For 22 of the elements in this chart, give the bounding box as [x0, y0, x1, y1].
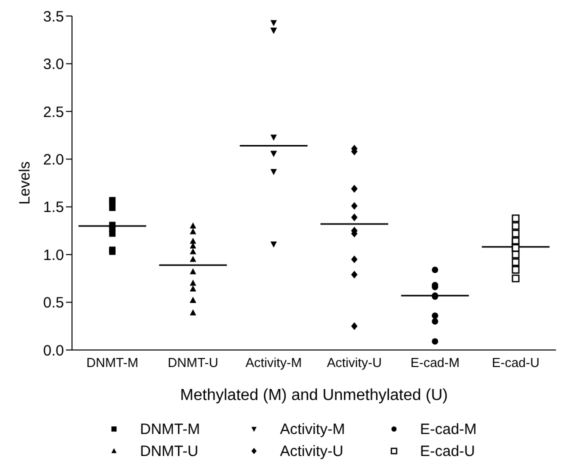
y-tick-label: 2.0	[43, 151, 64, 168]
legend-label: E-cad-U	[420, 442, 476, 460]
x-tick-label: DNMT-M	[86, 355, 138, 370]
y-tick-label: 0.0	[43, 342, 64, 360]
legend-label: DNMT-U	[140, 442, 198, 460]
x-tick-label: Activity-U	[326, 355, 382, 370]
x-tick-label: DNMT-U	[168, 355, 218, 370]
legend-label: E-cad-M	[420, 420, 477, 438]
y-axis-title: Levels	[16, 161, 34, 205]
x-tick-label: Activity-M	[245, 355, 302, 370]
legend-label: Activity-M	[280, 420, 345, 438]
y-tick-label: 1.5	[43, 199, 64, 216]
y-tick-label: 2.5	[43, 104, 64, 121]
legend-label: DNMT-M	[140, 420, 200, 438]
legend-label: Activity-U	[280, 442, 344, 460]
y-tick-label: 0.5	[43, 294, 64, 312]
y-tick-label: 1.0	[43, 246, 64, 264]
x-tick-label: E-cad-U	[492, 355, 540, 370]
x-axis-title: Methylated (M) and Unmethylated (U)	[180, 387, 448, 404]
y-tick-label: 3.5	[43, 8, 64, 26]
x-tick-label: E-cad-M	[410, 355, 460, 370]
y-tick-label: 3.0	[43, 56, 64, 74]
